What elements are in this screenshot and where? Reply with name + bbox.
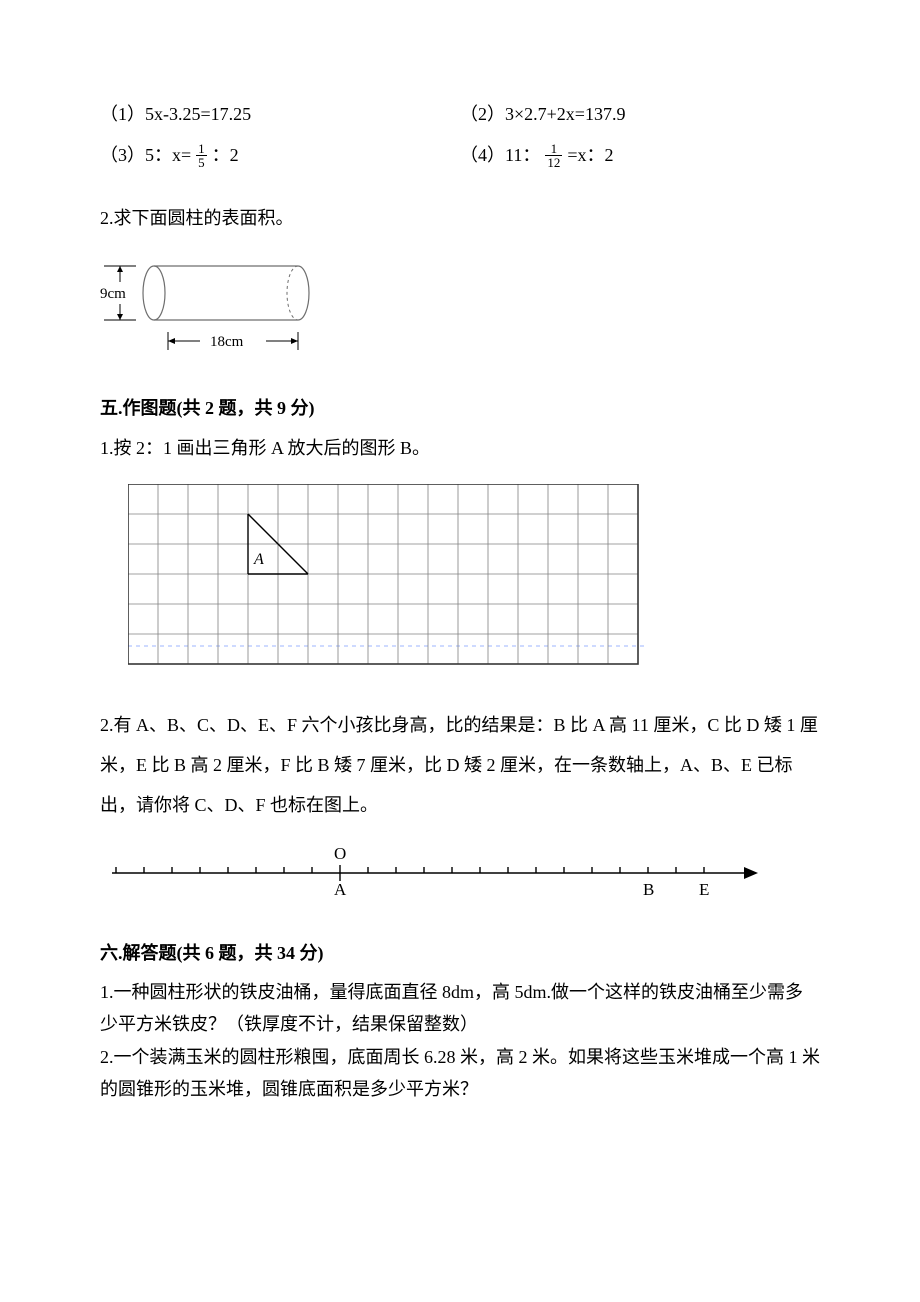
cylinder-svg: 9cm 18cm	[100, 254, 330, 364]
frac-den: 12	[545, 155, 562, 169]
eq-4: （4）11： 1 12 =x：2	[460, 141, 820, 170]
fraction-1-12: 1 12	[545, 142, 562, 169]
eq-2: （2）3×2.7+2x=137.9	[460, 100, 820, 129]
eq-3: （3）5：x= 1 5 ：2	[100, 141, 460, 170]
eq-1-text: （1）5x-3.25=17.25	[100, 100, 251, 129]
section5-q2: 2.有 A、B、C、D、E、F 六个小孩比身高，比的结果是：B 比 A 高 11…	[100, 706, 820, 825]
numberline-svg: O A B E	[106, 839, 766, 909]
section5-q1: 1.按 2：1 画出三角形 A 放大后的图形 B。	[100, 430, 820, 466]
eq-3-suffix: ：2	[212, 141, 239, 170]
question-cylinder: 2.求下面圆柱的表面积。 9cm 18cm	[100, 200, 820, 364]
section-5: 五.作图题(共 2 题，共 9 分) 1.按 2：1 画出三角形 A 放大后的图…	[100, 394, 820, 910]
diameter-label: 9cm	[100, 286, 126, 302]
numline-B: B	[643, 880, 654, 899]
section6-q2: 2.一个装满玉米的圆柱形粮囤，底面周长 6.28 米，高 2 米。如果将这些玉米…	[100, 1041, 820, 1106]
section-6-heading: 六.解答题(共 6 题，共 34 分)	[100, 939, 820, 968]
eq-2-text: （2）3×2.7+2x=137.9	[460, 100, 625, 129]
frac-den: 5	[196, 155, 207, 169]
numberline-diagram: O A B E	[106, 839, 820, 909]
numline-O: O	[334, 844, 346, 863]
eq-row-1: （1）5x-3.25=17.25 （2）3×2.7+2x=137.9	[100, 100, 820, 129]
eq-4-text: （4）11： 1 12 =x：2	[460, 141, 614, 170]
section-6: 六.解答题(共 6 题，共 34 分) 1.一种圆柱形状的铁皮油桶，量得底面直径…	[100, 939, 820, 1105]
frac-num: 1	[196, 142, 207, 155]
length-label: 18cm	[210, 334, 244, 350]
q2-text: 2.求下面圆柱的表面积。	[100, 200, 820, 236]
numline-A: A	[334, 880, 347, 899]
equations-block: （1）5x-3.25=17.25 （2）3×2.7+2x=137.9 （3）5：…	[100, 100, 820, 170]
section-5-heading: 五.作图题(共 2 题，共 9 分)	[100, 394, 820, 423]
numline-E: E	[699, 880, 709, 899]
eq-4-suffix: =x：2	[567, 141, 613, 170]
eq-4-prefix: （4）11：	[460, 141, 540, 170]
section6-q1: 1.一种圆柱形状的铁皮油桶，量得底面直径 8dm，高 5dm.做一个这样的铁皮油…	[100, 976, 820, 1041]
grid-diagram: A	[128, 484, 820, 676]
eq-row-2: （3）5：x= 1 5 ：2 （4）11： 1 12 =x：2	[100, 141, 820, 170]
frac-num: 1	[549, 142, 560, 155]
triangle-label: A	[253, 551, 264, 568]
grid-svg: A	[128, 484, 648, 676]
cylinder-diagram: 9cm 18cm	[100, 254, 820, 364]
eq-1: （1）5x-3.25=17.25	[100, 100, 460, 129]
eq-3-prefix: （3）5：x=	[100, 141, 191, 170]
eq-3-text: （3）5：x= 1 5 ：2	[100, 141, 239, 170]
fraction-1-5: 1 5	[196, 142, 207, 169]
